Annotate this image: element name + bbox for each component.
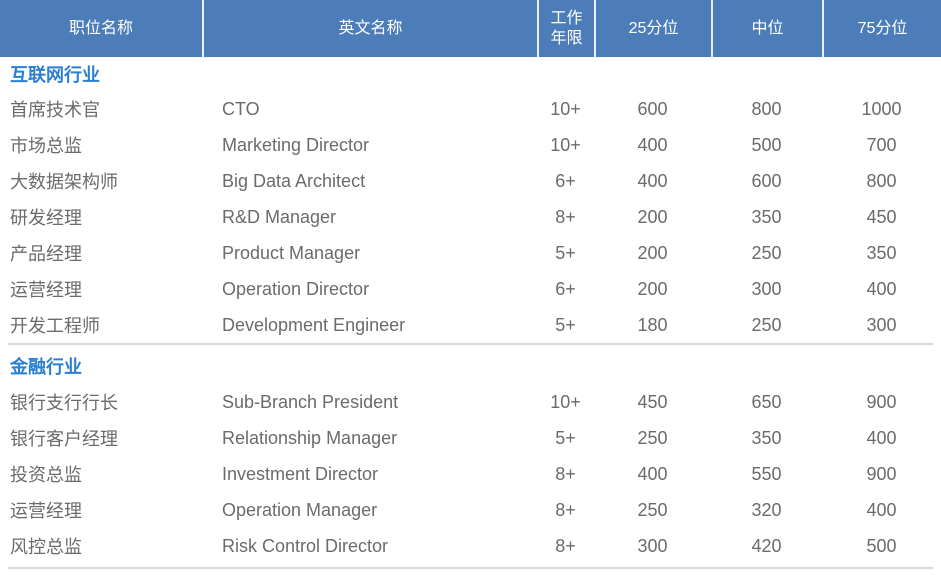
cell-median: 650 (751, 391, 782, 412)
cell-25th-percentile: 250 (637, 427, 668, 448)
column-header-median: 中位 (711, 0, 822, 57)
section-internet-industry: 互联网行业 首席技术官 CTO 10+ 600 800 1000 市场总监 Ma… (0, 57, 941, 343)
cell-75th-percentile: 350 (866, 242, 897, 263)
cell-work-years: 10+ (550, 98, 581, 119)
table-row: 首席技术官 CTO 10+ 600 800 1000 (0, 91, 941, 127)
column-header-english-name: 英文名称 (202, 0, 537, 57)
cell-english-name: Development Engineer (222, 314, 406, 335)
cell-english-name: CTO (222, 98, 260, 119)
column-header-position-name: 职位名称 (68, 19, 133, 37)
cell-english-name: Product Manager (222, 242, 361, 263)
cell-english-name: Risk Control Director (222, 535, 389, 556)
cell-position-name: 开发工程师 (10, 316, 100, 336)
cell-25th-percentile: 180 (637, 314, 668, 335)
cell-position-name: 大数据架构师 (10, 172, 118, 192)
cell-median: 250 (751, 314, 782, 335)
cell-work-years: 10+ (550, 391, 581, 412)
cell-work-years: 6+ (555, 278, 576, 299)
cell-75th-percentile: 400 (866, 278, 897, 299)
cell-25th-percentile: 200 (637, 278, 668, 299)
cell-25th-percentile: 450 (637, 391, 668, 412)
cell-work-years: 10+ (550, 134, 581, 155)
cell-75th-percentile: 1000 (861, 98, 902, 119)
cell-75th-percentile: 400 (866, 427, 897, 448)
cell-work-years: 8+ (555, 206, 576, 227)
cell-position-name: 银行支行行长 (10, 393, 118, 413)
cell-25th-percentile: 300 (637, 535, 668, 556)
cell-75th-percentile: 500 (866, 535, 897, 556)
cell-position-name: 研发经理 (10, 208, 82, 228)
table-row: 市场总监 Marketing Director 10+ 400 500 700 (0, 127, 941, 163)
section-title-internet-industry: 互联网行业 (10, 65, 100, 85)
cell-median: 350 (751, 427, 782, 448)
cell-25th-percentile: 200 (637, 242, 668, 263)
cell-median: 350 (751, 206, 782, 227)
table-row: 运营经理 Operation Director 6+ 200 300 400 (0, 271, 941, 307)
cell-position-name: 首席技术官 (10, 100, 100, 120)
table-row: 研发经理 R&D Manager 8+ 200 350 450 (0, 199, 941, 235)
cell-english-name: Sub-Branch President (222, 391, 399, 412)
cell-median: 300 (751, 278, 782, 299)
cell-position-name: 银行客户经理 (10, 429, 118, 449)
cell-25th-percentile: 250 (637, 499, 668, 520)
cell-work-years: 8+ (555, 535, 576, 556)
cell-work-years: 5+ (555, 427, 576, 448)
section-divider (8, 343, 933, 345)
cell-median: 550 (751, 463, 782, 484)
cell-english-name: Investment Director (222, 463, 379, 484)
cell-75th-percentile: 900 (866, 391, 897, 412)
cell-english-name: R&D Manager (222, 206, 337, 227)
section-finance-industry: 金融行业 银行支行行长 Sub-Branch President 10+ 450… (0, 345, 941, 564)
cell-work-years: 5+ (555, 242, 576, 263)
cell-25th-percentile: 400 (637, 463, 668, 484)
cell-english-name: Marketing Director (222, 134, 370, 155)
cell-median: 600 (751, 170, 782, 191)
cell-work-years: 8+ (555, 499, 576, 520)
cell-position-name: 运营经理 (10, 280, 82, 300)
cell-75th-percentile: 450 (866, 206, 897, 227)
cell-median: 500 (751, 134, 782, 155)
table-row: 运营经理 Operation Manager 8+ 250 320 400 (0, 492, 941, 528)
table-row: 银行支行行长 Sub-Branch President 10+ 450 650 … (0, 384, 941, 420)
cell-english-name: Operation Director (222, 278, 370, 299)
cell-position-name: 产品经理 (10, 244, 82, 264)
column-header-75th-percentile: 75分位 (822, 0, 941, 57)
bottom-divider (8, 567, 933, 569)
cell-75th-percentile: 700 (866, 134, 897, 155)
table-row: 产品经理 Product Manager 5+ 200 250 350 (0, 235, 941, 271)
table-row: 大数据架构师 Big Data Architect 6+ 400 600 800 (0, 163, 941, 199)
cell-median: 420 (751, 535, 782, 556)
cell-position-name: 投资总监 (10, 465, 82, 485)
cell-75th-percentile: 900 (866, 463, 897, 484)
table-row: 投资总监 Investment Director 8+ 400 550 900 (0, 456, 941, 492)
table-row: 开发工程师 Development Engineer 5+ 180 250 30… (0, 307, 941, 343)
cell-position-name: 市场总监 (10, 136, 82, 156)
section-title-finance-industry: 金融行业 (10, 357, 82, 377)
cell-english-name: Big Data Architect (222, 170, 366, 191)
cell-english-name: Relationship Manager (222, 427, 398, 448)
cell-position-name: 风控总监 (10, 537, 82, 557)
column-header-work-years: 工作年限 (537, 0, 594, 57)
column-header-25th-percentile: 25分位 (594, 0, 711, 57)
cell-25th-percentile: 200 (637, 206, 668, 227)
cell-work-years: 5+ (555, 314, 576, 335)
cell-25th-percentile: 400 (637, 134, 668, 155)
cell-median: 800 (751, 98, 782, 119)
cell-75th-percentile: 400 (866, 499, 897, 520)
cell-median: 250 (751, 242, 782, 263)
cell-position-name: 运营经理 (10, 501, 82, 521)
table-row: 银行客户经理 Relationship Manager 5+ 250 350 4… (0, 420, 941, 456)
cell-english-name: Operation Manager (222, 499, 378, 520)
cell-75th-percentile: 300 (866, 314, 897, 335)
cell-75th-percentile: 800 (866, 170, 897, 191)
table-row: 风控总监 Risk Control Director 8+ 300 420 50… (0, 528, 941, 564)
table-header-row: 职位名称 英文名称 工作年限 25分位 中位 75分位 (0, 0, 941, 57)
cell-25th-percentile: 400 (637, 170, 668, 191)
cell-25th-percentile: 600 (637, 98, 668, 119)
cell-work-years: 8+ (555, 463, 576, 484)
cell-median: 320 (751, 499, 782, 520)
cell-work-years: 6+ (555, 170, 576, 191)
